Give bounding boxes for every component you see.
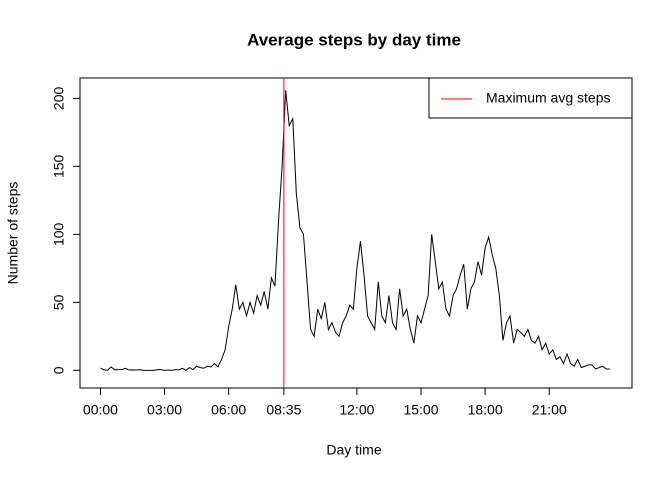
legend-label: Maximum avg steps	[486, 90, 610, 106]
x-tick-label: 15:00	[403, 402, 438, 418]
chart-title: Average steps by day time	[247, 30, 461, 49]
x-tick-label: 21:00	[532, 402, 567, 418]
y-tick-label: 150	[51, 154, 67, 178]
y-tick-label: 200	[51, 87, 67, 111]
x-axis-label: Day time	[326, 442, 381, 458]
legend-box	[428, 77, 633, 119]
x-tick-label: 18:00	[468, 402, 503, 418]
x-tick-label: 08:35	[266, 402, 301, 418]
plot-box	[79, 77, 633, 389]
x-tick-label: 03:00	[147, 402, 182, 418]
y-axis-label: Number of steps	[5, 182, 21, 285]
x-tick-label: 12:00	[339, 402, 374, 418]
y-tick-label: 0	[51, 366, 67, 374]
x-tick-label: 06:00	[211, 402, 246, 418]
data-line	[100, 90, 610, 371]
y-tick-label: 50	[51, 294, 67, 310]
y-tick-label: 100	[51, 222, 67, 246]
x-tick-label: 00:00	[83, 402, 118, 418]
